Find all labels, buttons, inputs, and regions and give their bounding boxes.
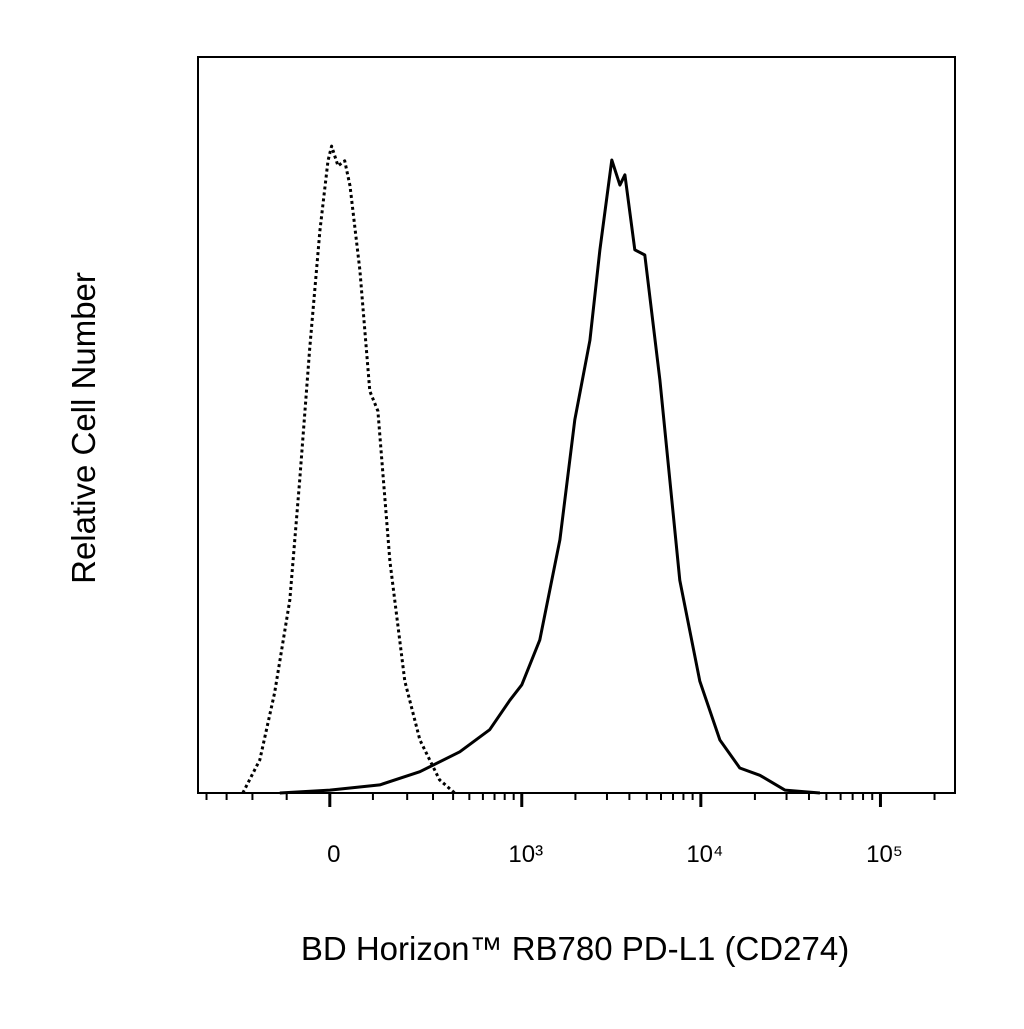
- y-axis-label: Relative Cell Number: [65, 272, 102, 584]
- x-tick-label: 10⁵: [866, 841, 903, 868]
- histogram-line: [241, 144, 456, 795]
- plot-frame: [197, 56, 956, 794]
- x-tick-label: 10³: [508, 841, 543, 868]
- x-tick-label: 10⁴: [686, 841, 723, 868]
- x-tick-label: 0: [327, 841, 340, 868]
- histogram-line: [279, 158, 821, 795]
- x-axis-label: BD Horizon™ RB780 PD-L1 (CD274): [301, 930, 849, 967]
